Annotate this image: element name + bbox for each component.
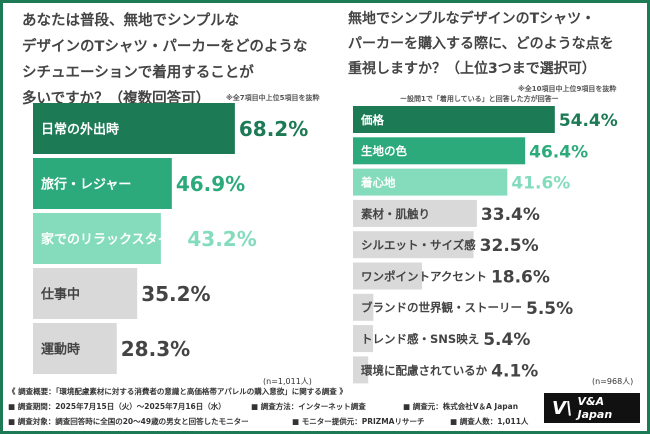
- bar-value: 35.2%: [141, 282, 210, 306]
- bar: [33, 103, 235, 154]
- bar-value: 4.1%: [491, 361, 538, 381]
- bar: [353, 199, 477, 227]
- bar-label: ワンポイントアクセント: [361, 269, 487, 283]
- bar-value: 68.2%: [239, 117, 308, 141]
- survey-count: ■ 調査人数：1,011人: [450, 417, 529, 426]
- bar-label: 環境に配慮されているか: [361, 363, 488, 377]
- bar: [33, 213, 161, 264]
- bar: [353, 106, 555, 133]
- logo-mark-icon: V\: [552, 397, 573, 419]
- bar: [33, 158, 172, 209]
- right-sample-size: (n=968人): [592, 377, 634, 386]
- bar-value: 33.4%: [481, 205, 540, 225]
- bar-label: 仕事中: [40, 286, 80, 302]
- bar-value: 46.4%: [529, 142, 588, 162]
- bar-value: 46.9%: [176, 172, 245, 196]
- survey-by: ■ 調査元：株式会社V＆A Japan: [403, 402, 519, 411]
- bar-label: 着心地: [360, 175, 396, 189]
- bar: [353, 293, 374, 321]
- bar: [353, 325, 374, 353]
- survey-period: ■ 調査期間：2025年7月15日（火）〜2025年7月16日（水）: [8, 402, 226, 411]
- left-sample-size: (n=1,011人): [263, 377, 312, 386]
- survey-target: ■ 調査対象：調査回答時に全国の20〜49歳の男女と回答したモニター: [8, 417, 249, 426]
- logo-text: V&A Japan: [577, 395, 613, 421]
- bar-label: 日常の外出時: [41, 121, 119, 137]
- bar-value: 28.3%: [121, 337, 190, 361]
- bar-value: 54.4%: [559, 111, 618, 131]
- bar: [33, 268, 138, 319]
- bar-label: 価格: [360, 113, 384, 127]
- bar-label: 生地の色: [361, 144, 407, 158]
- bar-label: 運動時: [41, 341, 80, 357]
- bar: [353, 262, 423, 290]
- bar-label: トレンド感・SNS映え: [361, 332, 479, 346]
- bar: [353, 231, 474, 259]
- left-note: ※全7項目中上位5項目を抜粋: [226, 94, 320, 102]
- bar-value: 18.6%: [491, 267, 550, 287]
- survey-provider: ■ モニター提供元：PRIZMAリサーチ: [292, 417, 425, 426]
- bar: [33, 323, 117, 374]
- right-question: 無地でシンプルなデザインのTシャツ・ パーカーを購入する際に、どのような点を 重…: [348, 11, 614, 77]
- right-note: ※全10項目中上位9項目を抜粋: [518, 85, 617, 93]
- bar-label: 家でのリラックスタイム: [41, 231, 183, 247]
- bar-label: シルエット・サイズ感: [361, 238, 476, 252]
- bar: [353, 137, 526, 165]
- bar-label: ブランドの世界観・ストーリー: [361, 301, 522, 315]
- va-japan-logo: V\ V&A Japan: [544, 393, 640, 423]
- bar-value: 5.5%: [526, 299, 573, 319]
- left-question: あなたは普段、無地でシンプルな デザインのTシャツ・パーカーをどのような シチュ…: [22, 13, 308, 107]
- right-subnote: ー設問1で「着用している」と回答した方が回答ー: [400, 95, 559, 103]
- bar-value: 43.2%: [187, 227, 256, 251]
- survey-overview: 《 調査概要：「環境配慮素材に対する消費者の意識と高価格帯アパレルの購入意欲」に…: [8, 387, 347, 396]
- bar: [353, 168, 508, 196]
- survey-method: ■ 調査方法：インターネット調査: [251, 402, 366, 411]
- bar: [353, 356, 369, 384]
- bar-value: 5.4%: [483, 330, 530, 350]
- bar-label: 旅行・レジャー: [41, 176, 131, 192]
- bar-value: 32.5%: [480, 236, 539, 256]
- bar-value: 41.6%: [511, 174, 570, 194]
- bar-label: 素材・肌触り: [361, 207, 430, 221]
